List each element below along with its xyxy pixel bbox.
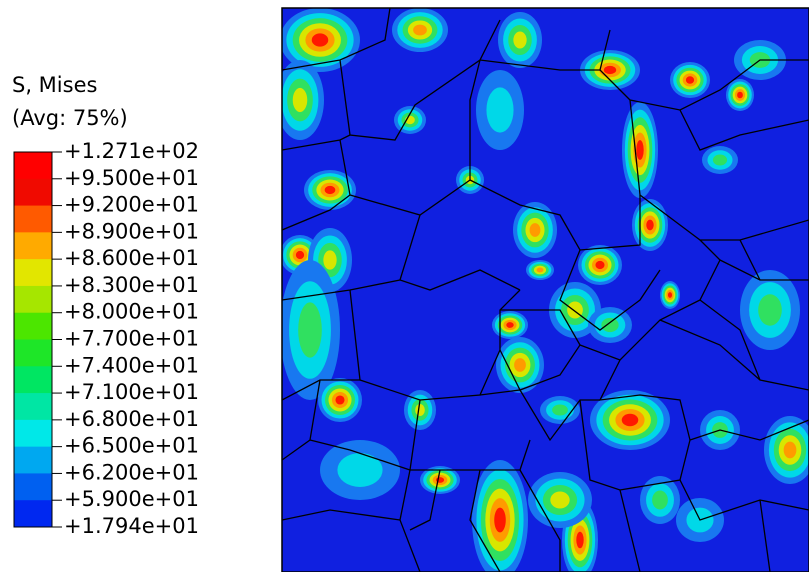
legend-label: +8.900e+01 xyxy=(64,219,199,243)
stress-spot xyxy=(603,65,617,75)
stress-spot xyxy=(323,250,337,270)
stress-spot xyxy=(646,219,654,231)
legend-label: +6.200e+01 xyxy=(64,460,199,484)
legend-subtitle: (Avg: 75%) xyxy=(12,106,128,130)
legend-label: +9.200e+01 xyxy=(64,193,199,217)
legend-band xyxy=(14,285,52,314)
grain-boundary xyxy=(659,319,809,391)
stress-spot xyxy=(335,395,345,405)
grain-boundary xyxy=(339,19,501,141)
grain-boundary xyxy=(399,214,521,291)
contour-image xyxy=(282,8,809,572)
stress-spot xyxy=(783,441,797,459)
legend-label: +1.794e+01 xyxy=(64,514,199,538)
stress-spot xyxy=(576,531,584,549)
legend-band xyxy=(14,205,52,233)
legend-band xyxy=(14,152,52,180)
legend-label: +8.300e+01 xyxy=(64,273,199,297)
grain-boundary xyxy=(759,499,771,572)
grain-boundary xyxy=(339,59,481,216)
legend-label: +1.271e+02 xyxy=(64,139,199,163)
stress-spot xyxy=(636,140,644,160)
legend-label: +5.900e+01 xyxy=(64,487,199,511)
grain-boundary xyxy=(479,29,611,71)
grain-boundary xyxy=(739,239,761,281)
legend-band xyxy=(14,312,52,340)
legend-band xyxy=(14,366,52,394)
stress-spot xyxy=(712,154,728,166)
stress-spot xyxy=(324,185,336,195)
legend-label: +7.700e+01 xyxy=(64,327,199,351)
grain-boundary xyxy=(579,239,721,361)
legend-label: +9.500e+01 xyxy=(64,166,199,190)
legend-band xyxy=(14,393,52,421)
grain-boundary xyxy=(479,389,600,442)
stress-spot xyxy=(529,223,541,237)
grain-boundary xyxy=(579,399,809,491)
legend-color-bar xyxy=(13,151,53,528)
grain-boundary xyxy=(469,179,641,251)
grain-boundary xyxy=(499,309,581,391)
stress-spot xyxy=(652,490,668,510)
legend-label: +7.400e+01 xyxy=(64,353,199,377)
grain-boundary xyxy=(309,439,411,471)
stress-spot xyxy=(298,302,322,358)
legend-band xyxy=(14,259,52,287)
grain-boundary xyxy=(469,469,501,572)
stress-spot xyxy=(311,33,329,47)
stress-spot xyxy=(601,317,619,333)
grain-boundary xyxy=(409,399,531,471)
grain-boundary xyxy=(282,509,401,521)
grain-boundary xyxy=(519,469,561,572)
legend-label: +8.600e+01 xyxy=(64,246,199,270)
stress-spot xyxy=(621,413,639,427)
legend-label: +7.100e+01 xyxy=(64,380,199,404)
grain-boundary xyxy=(598,359,691,441)
stress-spot xyxy=(552,404,568,416)
grain-boundary xyxy=(679,479,809,521)
stress-spot xyxy=(514,358,526,372)
legend-label: +6.500e+01 xyxy=(64,434,199,458)
grain-boundary xyxy=(599,59,809,111)
stress-spot xyxy=(667,292,673,298)
legend-labels: +1.271e+02 +9.500e+01 +9.200e+01+8.900e+01… xyxy=(52,139,199,538)
stress-spot xyxy=(292,87,308,113)
stress-spot xyxy=(413,24,427,36)
legend-band xyxy=(14,178,52,207)
stress-spot xyxy=(536,267,544,273)
legend-band xyxy=(14,339,52,367)
legend-band xyxy=(14,500,52,528)
legend-band xyxy=(14,419,52,448)
stress-spot xyxy=(494,507,506,533)
stress-spot xyxy=(513,31,527,49)
grain-boundary xyxy=(619,489,641,572)
grain-boundary xyxy=(679,109,809,151)
stress-spot xyxy=(337,453,383,487)
stress-spot xyxy=(486,87,514,133)
stress-spot xyxy=(685,76,695,84)
grain-boundary xyxy=(282,8,391,71)
grain-boundary xyxy=(282,194,351,231)
stress-spot xyxy=(758,294,782,326)
stress-spot xyxy=(415,403,425,417)
stress-spot xyxy=(595,260,605,270)
stress-spot xyxy=(550,491,570,509)
legend-band xyxy=(14,446,52,474)
grain-boundary xyxy=(409,469,441,531)
legend-title: S, Mises xyxy=(12,73,97,97)
stress-spot xyxy=(295,250,305,260)
legend-band xyxy=(14,232,52,260)
grain-boundary xyxy=(559,249,661,331)
grain-boundary xyxy=(699,299,761,381)
legend-label: +8.000e+01 xyxy=(64,300,199,324)
stress-spot xyxy=(737,91,743,99)
legend-band xyxy=(14,473,52,501)
legend-label: +6.800e+01 xyxy=(64,407,199,431)
stress-spot xyxy=(506,322,514,328)
